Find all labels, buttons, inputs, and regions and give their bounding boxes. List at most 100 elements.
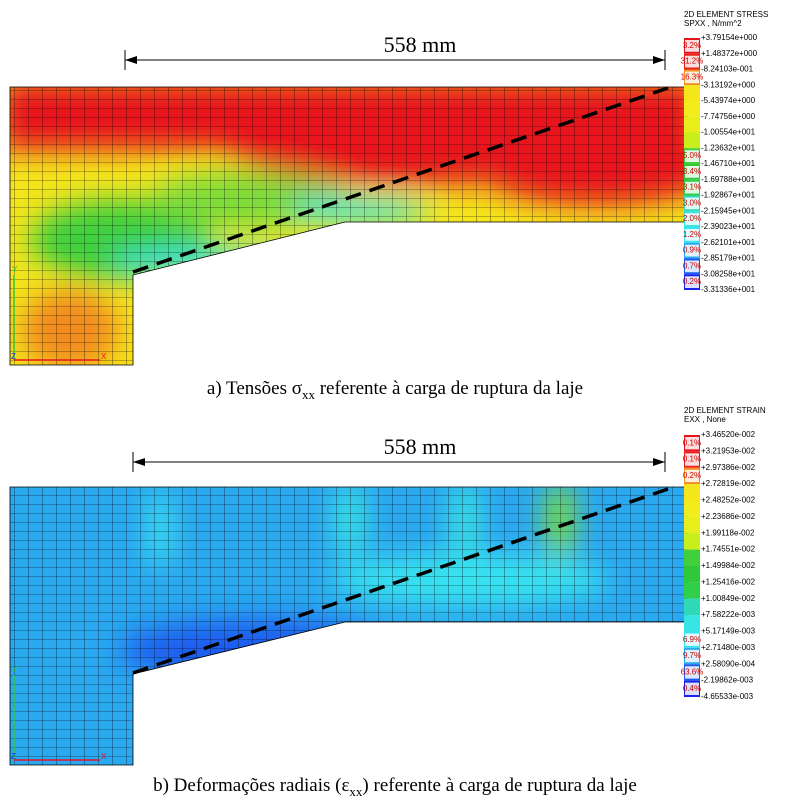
legend-percent: 31.2% bbox=[681, 57, 704, 66]
legend-level: +2.97386e-002 bbox=[701, 463, 756, 472]
legend-percent: 9.7% bbox=[683, 651, 701, 660]
legend-band bbox=[684, 598, 700, 616]
strain-contour bbox=[10, 487, 688, 765]
percent-box bbox=[685, 55, 699, 68]
legend-band bbox=[684, 500, 700, 517]
legend-level: +5.17149e-003 bbox=[701, 627, 756, 636]
legend-level: -1.23632e+001 bbox=[701, 143, 756, 152]
legend-level: -2.15945e+001 bbox=[701, 206, 756, 215]
caption: b) Deformações radiais (εxx) referente à… bbox=[153, 775, 637, 799]
percent-box bbox=[685, 276, 699, 288]
caption-prefix: b) Deformações radiais (ε bbox=[153, 775, 349, 796]
legend-percent: 0.9% bbox=[683, 246, 701, 255]
legend-level: +1.25416e-002 bbox=[701, 577, 756, 586]
legend-level: +2.72819e-002 bbox=[701, 479, 756, 488]
legend-level: -1.00554e+001 bbox=[701, 128, 756, 137]
legend-title: 2D ELEMENT STRAIN bbox=[684, 406, 766, 415]
percent-box bbox=[685, 213, 699, 225]
legend-band bbox=[684, 116, 700, 133]
axis-y-label: Y bbox=[12, 665, 18, 674]
legend-percent: 0.2% bbox=[683, 471, 701, 480]
legend-band bbox=[684, 533, 700, 550]
percent-box bbox=[685, 229, 699, 241]
legend-level: -3.31336e+001 bbox=[701, 285, 756, 294]
legend-level: +1.74551e-002 bbox=[701, 545, 756, 554]
legend-level: +1.99118e-002 bbox=[701, 528, 755, 537]
legend-level: +2.23686e-002 bbox=[701, 512, 756, 521]
legend-subtitle: EXX , None bbox=[684, 415, 726, 424]
caption-prefix: a) Tensões σ bbox=[207, 378, 302, 399]
legend-level: +3.46520e-002 bbox=[701, 430, 756, 439]
legend-subtitle: SPXX , N/mm^2 bbox=[684, 19, 742, 28]
legend-level: +2.58090e-004 bbox=[701, 659, 756, 668]
legend-level: +3.79154e+000 bbox=[701, 33, 758, 42]
caption-subscript: xx bbox=[349, 784, 363, 799]
legend-percent: 6.9% bbox=[683, 635, 701, 644]
legend-level: +1.48372e+000 bbox=[701, 49, 758, 58]
percent-box bbox=[685, 469, 699, 483]
legend-level: -7.74756e+000 bbox=[701, 112, 756, 121]
legend-level: -2.19862e-003 bbox=[701, 676, 754, 685]
legend-percent: 0.1% bbox=[683, 438, 701, 447]
percent-box bbox=[685, 71, 699, 84]
legend-level: -3.13192e+000 bbox=[701, 80, 756, 89]
legend-level: +2.71480e-003 bbox=[701, 643, 756, 652]
percent-box bbox=[685, 166, 699, 178]
percent-box bbox=[685, 666, 699, 679]
legend-level: -1.46710e+001 bbox=[701, 159, 756, 168]
dimension-label: 558 mm bbox=[384, 32, 457, 57]
percent-box bbox=[685, 453, 699, 466]
failure-line bbox=[132, 487, 669, 675]
legend-level: -5.43974e+000 bbox=[701, 96, 756, 105]
percent-box bbox=[685, 150, 699, 162]
percent-box bbox=[685, 649, 699, 663]
stress-contour bbox=[10, 87, 688, 365]
legend-percent: 3.2% bbox=[683, 41, 701, 50]
legend-level: -4.65533e-003 bbox=[701, 692, 754, 701]
legend-band bbox=[684, 582, 700, 599]
caption-suffix: ) referente à carga de ruptura da laje bbox=[362, 775, 636, 796]
legend-percent: 3.0% bbox=[683, 198, 701, 207]
legend-band bbox=[684, 85, 700, 101]
legend-band bbox=[684, 484, 700, 501]
percent-box bbox=[685, 633, 699, 646]
legend-level: -8.24103e-001 bbox=[701, 65, 754, 74]
legend-level: -3.08258e+001 bbox=[701, 269, 756, 278]
legend-percent: 16.3% bbox=[681, 72, 704, 81]
legend-percent: 2.0% bbox=[683, 214, 701, 223]
axis-x-label: X bbox=[101, 352, 107, 361]
percent-box bbox=[685, 181, 699, 194]
axis-z-label: Z bbox=[11, 352, 16, 361]
axis-z-label: Z bbox=[11, 752, 16, 761]
percent-box bbox=[685, 40, 699, 52]
legend-percent: 0.4% bbox=[683, 684, 701, 693]
legend-percent: 1.2% bbox=[683, 230, 701, 239]
legend-percent: 63.6% bbox=[681, 668, 704, 677]
percent-box bbox=[685, 260, 699, 273]
legend-band bbox=[684, 101, 700, 117]
legend-band bbox=[684, 549, 700, 566]
failure-line bbox=[132, 86, 669, 274]
legend-band bbox=[684, 516, 700, 534]
legend-level: -2.85179e+001 bbox=[701, 254, 756, 263]
percent-box bbox=[685, 682, 699, 695]
percent-box bbox=[685, 244, 699, 257]
axis-y-label: Y bbox=[12, 265, 18, 274]
legend-percent: 0.1% bbox=[683, 455, 701, 464]
legend-level: +1.00849e-002 bbox=[701, 594, 756, 603]
caption: a) Tensões σxx referente à carga de rupt… bbox=[207, 378, 583, 402]
legend-title: 2D ELEMENT STRESS bbox=[684, 10, 768, 19]
legend-level: +1.49984e-002 bbox=[701, 561, 756, 570]
legend-band bbox=[684, 615, 700, 632]
caption-subscript: xx bbox=[302, 387, 316, 402]
legend-level: -2.62101e+001 bbox=[701, 238, 756, 247]
axis-x-label: X bbox=[101, 752, 107, 761]
dimension-label: 558 mm bbox=[384, 434, 457, 459]
legend-level: -2.39023e+001 bbox=[701, 222, 756, 231]
percent-box bbox=[685, 197, 699, 210]
legend-level: +2.48252e-002 bbox=[701, 496, 756, 505]
caption-suffix: referente à carga de ruptura da laje bbox=[315, 378, 583, 399]
legend-percent: 5.0% bbox=[683, 151, 701, 160]
legend-level: +3.21953e-002 bbox=[701, 446, 756, 455]
